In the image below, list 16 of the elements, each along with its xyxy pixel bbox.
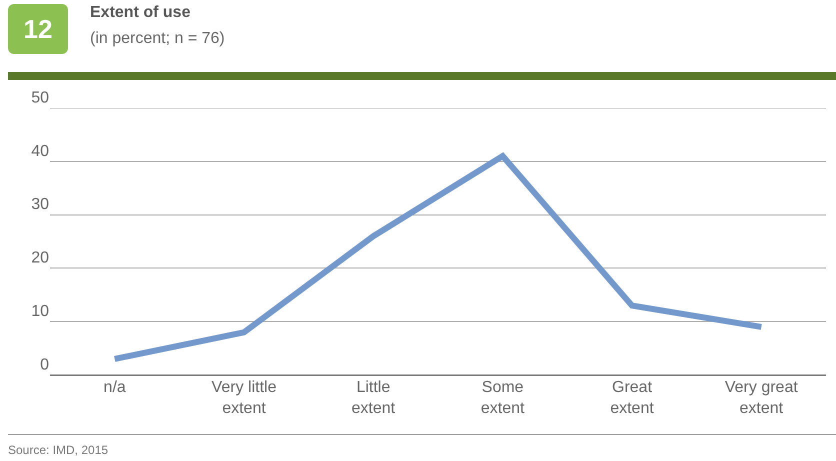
y-tick-label: 10 [31, 303, 50, 320]
text: 12 [8, 4, 68, 54]
x-tick-label: Little extent [352, 379, 396, 417]
x-tick-label: Very great extent [724, 379, 798, 417]
y-tick-label: 30 [31, 196, 50, 214]
y-tick-label: 50 [31, 89, 50, 106]
x-tick-label: Very little extent [212, 379, 277, 417]
y-tick-label: 20 [31, 250, 50, 267]
y-tick-label: 40 [31, 142, 50, 160]
x-tick-label: Some extent [480, 379, 526, 417]
x-tick-label: n/a [104, 379, 126, 396]
chart-title: Extent of use [90, 4, 190, 22]
x-tick-label: Great extent [610, 379, 654, 417]
y-tick-label: 0 [40, 356, 50, 374]
chart-subtitle: (in percent; n = 76) [90, 30, 225, 48]
source-note: Source: IMD, 2015 [8, 443, 108, 457]
